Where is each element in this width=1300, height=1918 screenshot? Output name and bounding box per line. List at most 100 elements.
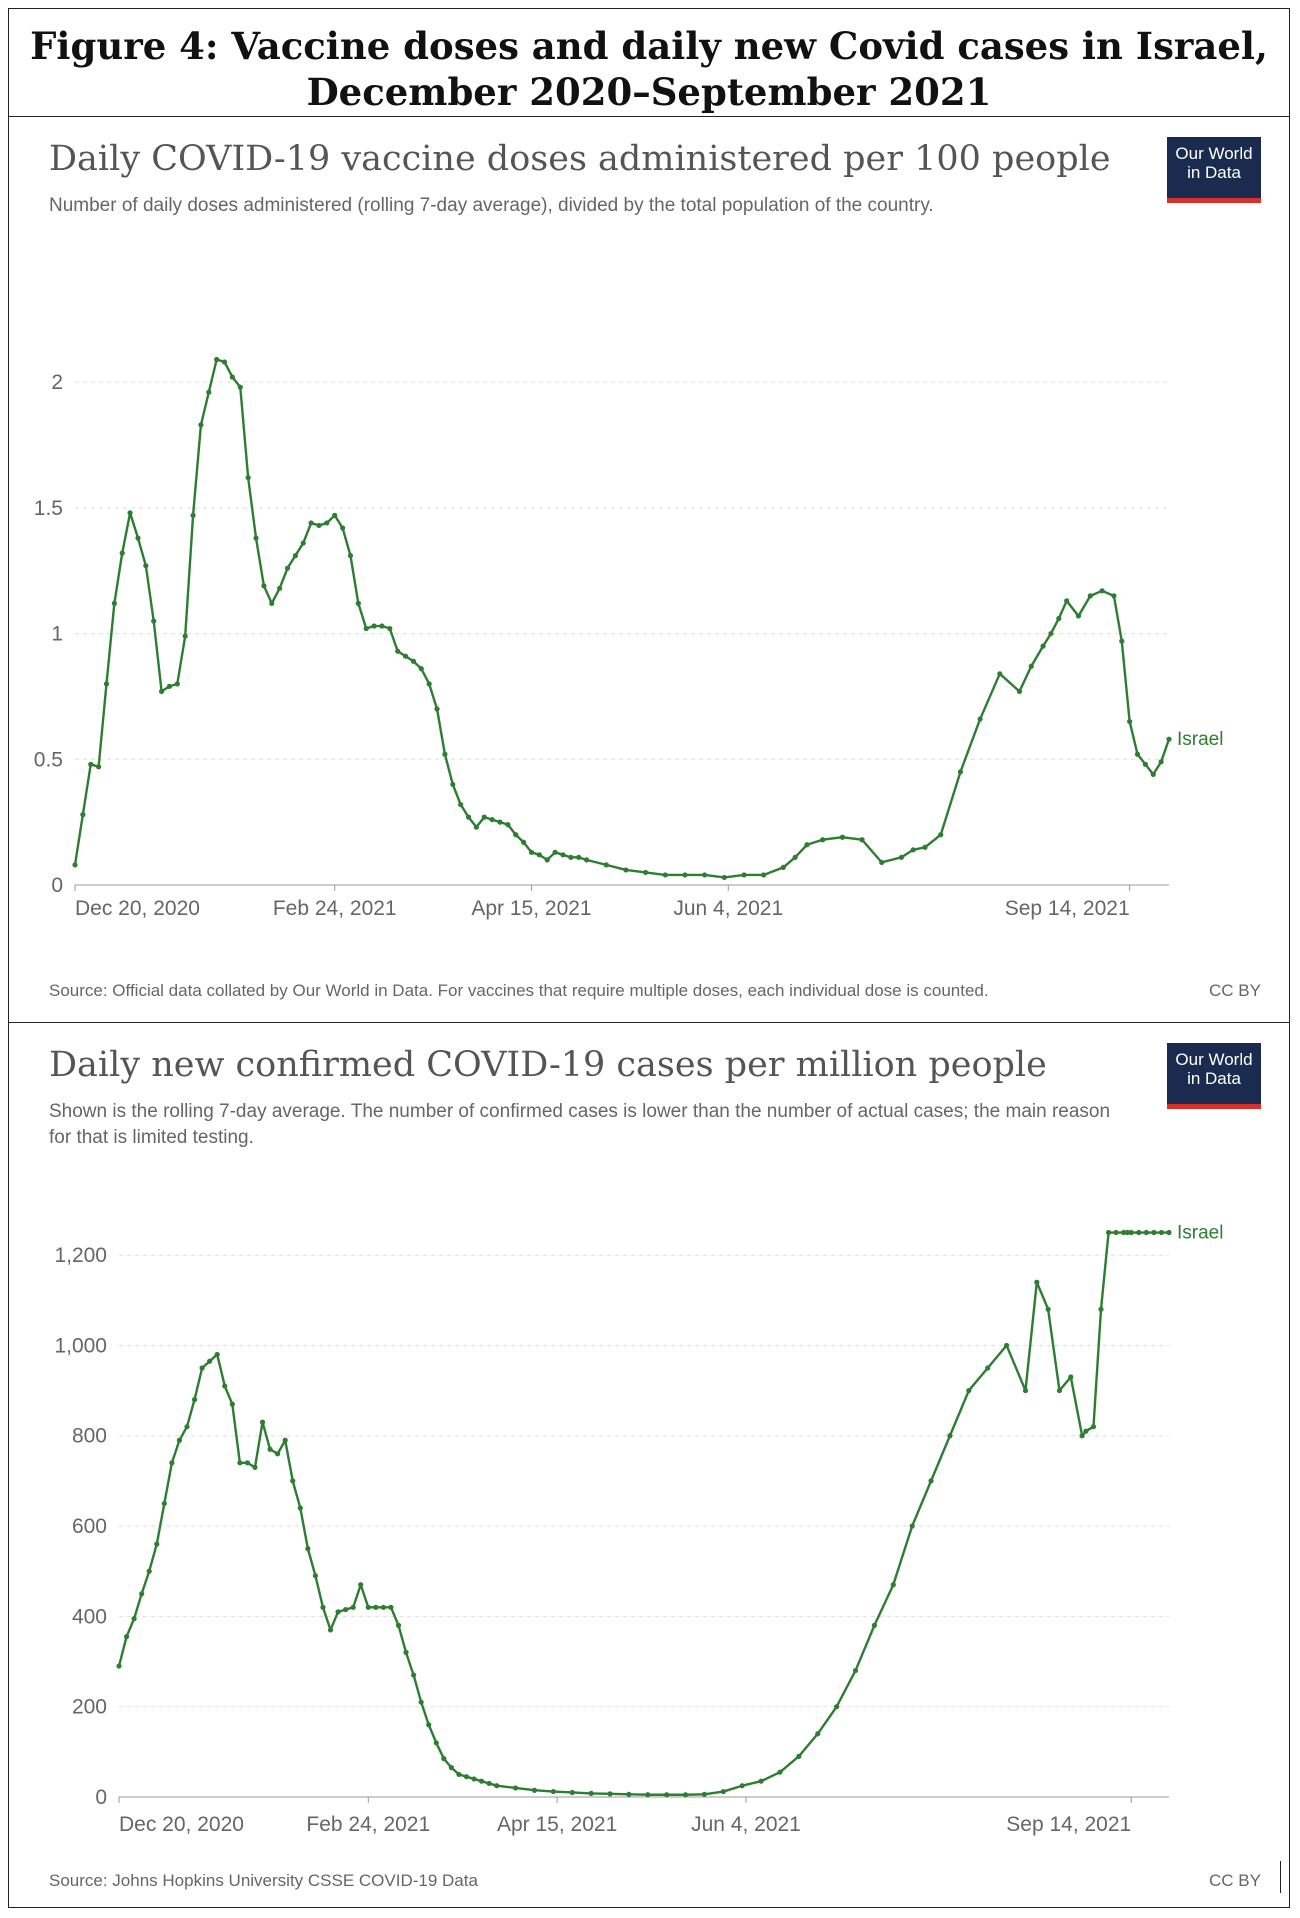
data-point[interactable] bbox=[521, 839, 527, 845]
data-point[interactable] bbox=[820, 837, 826, 843]
data-point[interactable] bbox=[859, 837, 865, 843]
data-point[interactable] bbox=[300, 540, 306, 546]
data-point[interactable] bbox=[229, 374, 236, 380]
data-point[interactable] bbox=[758, 1778, 764, 1784]
data-point[interactable] bbox=[365, 1604, 371, 1610]
data-point[interactable] bbox=[977, 716, 983, 722]
data-point[interactable] bbox=[478, 1778, 485, 1784]
data-point[interactable] bbox=[626, 1791, 632, 1797]
license-link[interactable]: CC BY bbox=[1209, 981, 1261, 1000]
data-point[interactable] bbox=[252, 1464, 258, 1470]
data-point[interactable] bbox=[388, 1604, 394, 1610]
data-point[interactable] bbox=[426, 681, 432, 687]
data-point[interactable] bbox=[433, 1740, 439, 1746]
data-point[interactable] bbox=[418, 1699, 424, 1705]
data-point[interactable] bbox=[792, 854, 798, 860]
data-point[interactable] bbox=[229, 1401, 235, 1407]
data-point[interactable] bbox=[275, 1451, 281, 1457]
data-point[interactable] bbox=[997, 671, 1003, 677]
data-point[interactable] bbox=[465, 814, 472, 820]
data-point[interactable] bbox=[411, 1672, 417, 1678]
data-point[interactable] bbox=[358, 1582, 364, 1588]
data-point[interactable] bbox=[380, 1604, 386, 1610]
data-point[interactable] bbox=[1083, 1428, 1089, 1434]
data-point[interactable] bbox=[327, 1627, 334, 1633]
data-point[interactable] bbox=[123, 1634, 130, 1640]
data-point[interactable] bbox=[1087, 593, 1093, 599]
data-point[interactable] bbox=[343, 1606, 349, 1613]
data-point[interactable] bbox=[96, 764, 102, 770]
data-point[interactable] bbox=[682, 872, 688, 878]
data-point[interactable] bbox=[576, 854, 582, 860]
data-point[interactable] bbox=[898, 854, 905, 860]
data-point[interactable] bbox=[403, 1649, 409, 1656]
data-point[interactable] bbox=[505, 822, 511, 828]
data-point[interactable] bbox=[569, 1789, 575, 1796]
data-point[interactable] bbox=[339, 525, 346, 531]
data-point[interactable] bbox=[664, 1792, 670, 1798]
data-point[interactable] bbox=[839, 834, 845, 840]
data-point[interactable] bbox=[139, 1591, 145, 1597]
data-point[interactable] bbox=[146, 1568, 152, 1574]
data-point[interactable] bbox=[879, 859, 885, 865]
data-point[interactable] bbox=[761, 872, 767, 878]
data-point[interactable] bbox=[308, 520, 314, 526]
data-point[interactable] bbox=[1166, 736, 1172, 742]
data-point[interactable] bbox=[1105, 1229, 1112, 1236]
data-point[interactable] bbox=[1068, 1374, 1074, 1380]
data-point[interactable] bbox=[347, 553, 354, 559]
data-point[interactable] bbox=[1158, 1229, 1165, 1236]
data-point[interactable] bbox=[481, 814, 487, 820]
data-point[interactable] bbox=[928, 1478, 934, 1484]
data-point[interactable] bbox=[512, 1785, 519, 1791]
data-point[interactable] bbox=[222, 1383, 228, 1389]
data-point[interactable] bbox=[486, 1780, 492, 1787]
data-point[interactable] bbox=[284, 565, 291, 571]
data-point[interactable] bbox=[1143, 1229, 1149, 1236]
data-point[interactable] bbox=[245, 475, 251, 481]
data-point[interactable] bbox=[777, 1769, 783, 1775]
data-point[interactable] bbox=[441, 1756, 447, 1762]
data-point[interactable] bbox=[815, 1731, 821, 1737]
data-point[interactable] bbox=[588, 1790, 594, 1796]
data-point[interactable] bbox=[741, 872, 747, 878]
data-point[interactable] bbox=[324, 520, 330, 526]
data-point[interactable] bbox=[623, 867, 629, 873]
data-point[interactable] bbox=[513, 832, 519, 838]
data-point[interactable] bbox=[176, 1437, 183, 1443]
data-point[interactable] bbox=[267, 1446, 273, 1452]
data-point[interactable] bbox=[261, 583, 267, 589]
data-point[interactable] bbox=[174, 681, 180, 687]
data-point[interactable] bbox=[379, 623, 385, 629]
data-point[interactable] bbox=[169, 1460, 175, 1466]
data-point[interactable] bbox=[463, 1774, 470, 1780]
data-point[interactable] bbox=[80, 812, 86, 818]
data-point[interactable] bbox=[701, 1791, 708, 1797]
data-point[interactable] bbox=[127, 510, 133, 516]
data-point[interactable] bbox=[1022, 1387, 1029, 1394]
data-point[interactable] bbox=[290, 1478, 296, 1484]
data-point[interactable] bbox=[119, 550, 125, 556]
data-point[interactable] bbox=[1045, 1306, 1051, 1312]
data-point[interactable] bbox=[1090, 1424, 1097, 1430]
data-point[interactable] bbox=[603, 862, 609, 868]
data-point[interactable] bbox=[116, 1663, 122, 1669]
data-point[interactable] bbox=[316, 522, 322, 529]
data-point[interactable] bbox=[1003, 1342, 1010, 1349]
data-point[interactable] bbox=[702, 872, 708, 878]
data-point[interactable] bbox=[1099, 588, 1105, 594]
data-point[interactable] bbox=[214, 356, 220, 363]
data-point[interactable] bbox=[1040, 643, 1046, 649]
data-point[interactable] bbox=[471, 1776, 477, 1782]
data-point[interactable] bbox=[852, 1667, 859, 1674]
data-point[interactable] bbox=[1028, 663, 1034, 669]
data-point[interactable] bbox=[305, 1546, 311, 1552]
data-point[interactable] bbox=[312, 1573, 319, 1579]
data-point[interactable] bbox=[244, 1460, 251, 1466]
data-point[interactable] bbox=[528, 849, 535, 855]
data-point[interactable] bbox=[1075, 613, 1082, 619]
data-point[interactable] bbox=[1056, 1387, 1063, 1394]
series-line-israel[interactable] bbox=[117, 1231, 1169, 1796]
data-point[interactable] bbox=[373, 1604, 379, 1610]
data-point[interactable] bbox=[1150, 771, 1156, 777]
